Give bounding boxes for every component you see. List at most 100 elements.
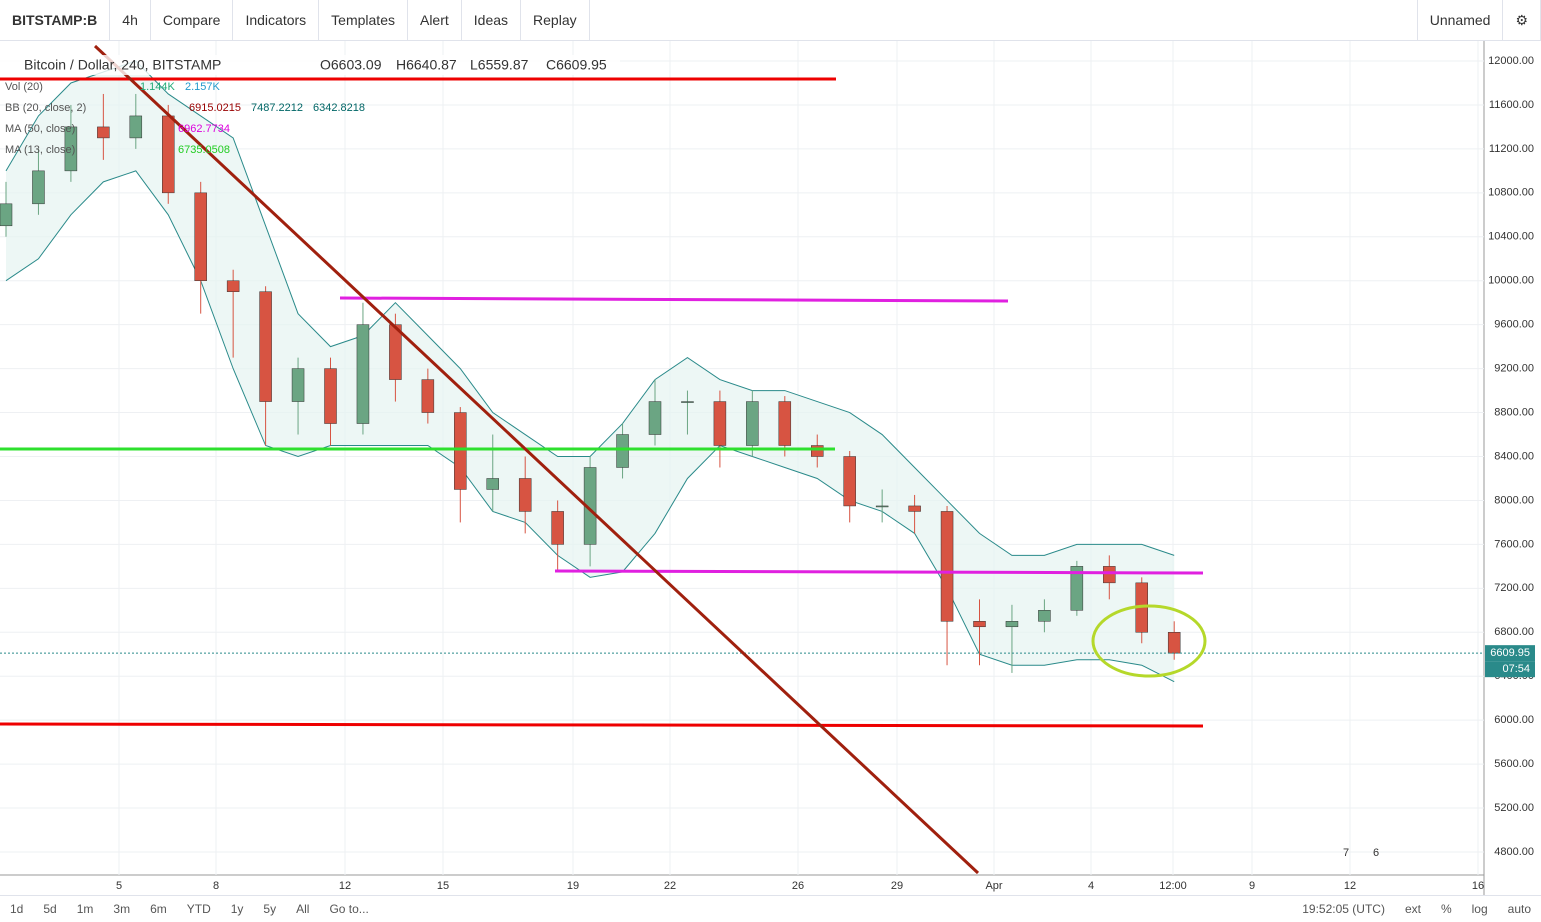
y-tick-label: 12000.00 [1488,55,1534,67]
y-tick-label: 8000.00 [1494,494,1534,506]
candle-body [908,505,921,512]
clock: 19:52:05 (UTC) [1302,902,1385,916]
x-tick-label: 22 [664,880,676,892]
ind-name: MA (13, close) [5,144,75,156]
range[interactable]: 6m [150,902,167,916]
y-tick-label: 8800.00 [1494,406,1534,418]
tool[interactable]: Compare [151,0,234,40]
candle-body [1167,632,1181,654]
candle-body [1070,566,1084,611]
candle-body [1103,566,1116,584]
candle-body [1038,610,1051,622]
ind-name: BB (20, close, 2) [5,102,86,114]
ohlc: L6559.87 [470,57,529,73]
goto[interactable]: Go to... [329,902,369,916]
layout-name[interactable]: Unnamed [1416,0,1504,40]
legend-bg [0,55,620,75]
y-tick-label: 6800.00 [1494,626,1534,638]
y-tick-label: 8400.00 [1494,450,1534,462]
candle-body [486,478,499,490]
candle-body [389,324,402,380]
ind-value: 6962.7734 [178,123,230,135]
range[interactable]: 3m [113,902,131,916]
legend: Bitcoin / Dollar, 240, BITSTAMP O6603.09… [0,55,620,156]
y-tick-label: 4800.00 [1494,846,1534,858]
candle-body [421,379,435,413]
candle-body [0,203,13,227]
ind-value: 7487.2212 [251,102,303,114]
countdown-tag [1485,661,1535,678]
ind-name: MA (50, close) [5,123,75,135]
ohlc: O6603.09 [320,57,382,73]
y-tick-label: 5600.00 [1494,758,1534,770]
candle-body [681,401,694,403]
range[interactable]: 1d [10,902,24,916]
x-tick-label: 12 [1344,880,1356,892]
candle-body [226,280,240,292]
option[interactable]: % [1440,902,1452,916]
y-tick-label: 5200.00 [1494,802,1534,814]
x-tick-label: 8 [213,880,219,892]
chart: Bitcoin / Dollar, 240, BITSTAMP O6603.09… [0,41,1541,895]
candle-body [875,505,889,508]
candle-body [129,115,143,139]
price-axis [1484,41,1541,895]
drawings [0,44,1207,875]
tool[interactable]: Templates [319,0,408,40]
badge[interactable]: 6 [1373,847,1379,859]
candle-body [518,478,532,512]
candle-body [778,401,792,446]
ind-value: 2.157K [185,81,221,93]
ohlc: C6609.95 [546,57,607,73]
range[interactable]: YTD [186,902,211,916]
legend-title: Bitcoin / Dollar, 240, BITSTAMP [24,57,221,73]
candle-body [324,368,337,424]
y-tick-label: 10000.00 [1488,275,1534,287]
range[interactable]: 1y [230,902,244,916]
bottom-bar: 1d 5d 1m 3m 6m YTD 1y 5y All Go to... 19:52:05 (… [0,895,1541,922]
tool[interactable]: Indicators [233,0,320,40]
y-tick-label: 10400.00 [1488,231,1534,243]
candle-body [97,126,110,139]
settings[interactable]: ⚙ [1503,0,1541,40]
toolbar: BITSTAMP:B 4h Compare Indicators Templat… [0,0,1541,41]
tool[interactable]: Alert [408,0,462,40]
candle-body [746,401,759,446]
drawn-line[interactable] [554,569,1204,575]
drawn-line[interactable] [339,296,1009,303]
x-tick-label: 16 [1472,880,1484,892]
interval[interactable]: 4h [110,0,151,40]
option[interactable]: log [1471,902,1488,916]
symbol[interactable]: BITSTAMP:B [0,0,111,40]
candle-body [194,192,207,281]
x-tick-label: 9 [1249,880,1255,892]
candle-body [1005,621,1019,628]
trend-line[interactable] [93,44,980,875]
highlight[interactable] [1091,604,1207,678]
ohlc: H6640.87 [396,57,457,73]
option[interactable]: auto [1507,902,1531,916]
candle-body [64,126,78,172]
option[interactable]: ext [1404,902,1421,916]
badge[interactable]: 7 [1343,847,1349,859]
y-tick-label: 9600.00 [1494,319,1534,331]
candle-body [713,401,727,446]
tool[interactable]: Ideas [462,0,522,40]
x-tick-label: 12:00 [1159,880,1187,892]
x-tick-label: Apr [985,880,1002,892]
y-tick-label: 6000.00 [1494,714,1534,726]
candle-body [32,170,45,205]
range[interactable]: 5y [263,902,277,916]
range[interactable]: 1m [76,902,94,916]
ind-name: Vol (20) [5,81,43,93]
drawn-line[interactable] [0,722,1204,728]
range[interactable]: All [296,902,310,916]
ind-value: 1.144K [140,81,176,93]
x-tick-label: 19 [567,880,579,892]
range[interactable]: 5d [43,902,57,916]
candle-body [454,412,467,490]
candle-body [616,434,629,468]
tool[interactable]: Replay [521,0,590,40]
y-tick-label: 11200.00 [1489,143,1534,155]
